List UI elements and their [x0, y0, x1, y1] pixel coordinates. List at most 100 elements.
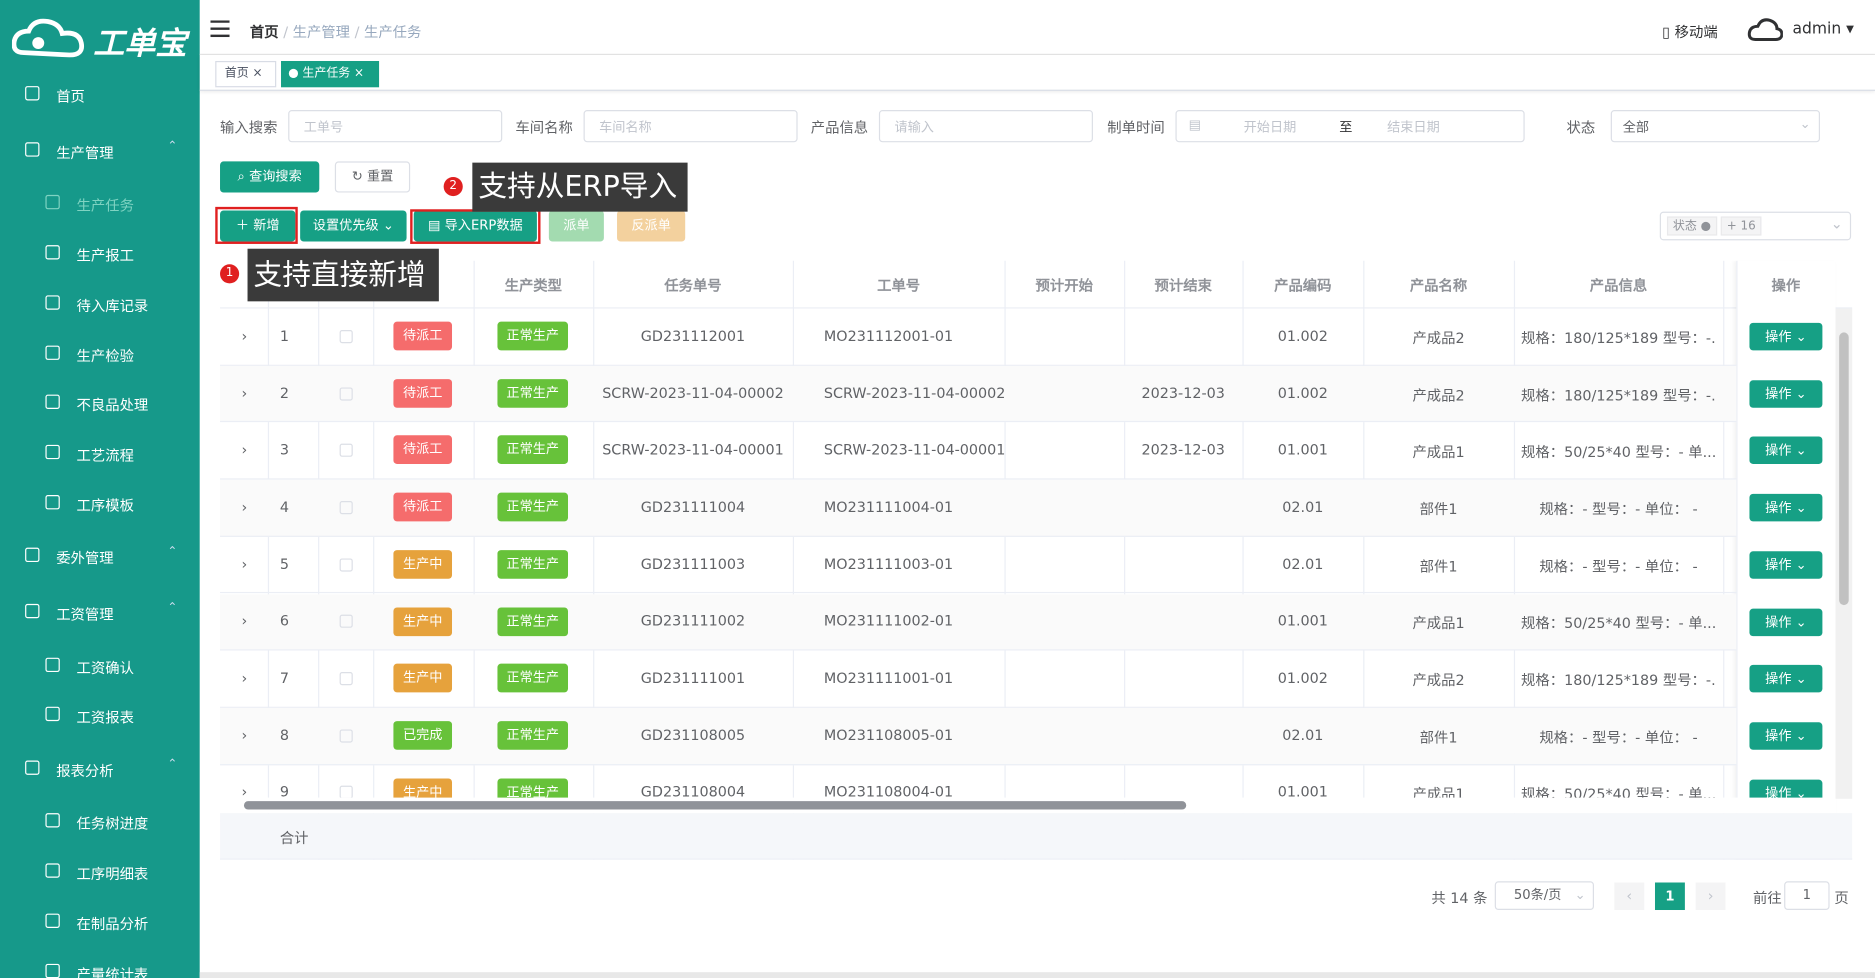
- expand-icon[interactable]: ›: [241, 498, 248, 516]
- row-checkbox[interactable]: [339, 443, 353, 458]
- menu-item[interactable]: 在制品分析: [76, 915, 149, 933]
- expand-icon[interactable]: ›: [241, 726, 248, 744]
- table-row[interactable]: [220, 651, 1737, 708]
- filter-input[interactable]: 工单号: [288, 110, 503, 143]
- menu-item[interactable]: 工序明细表: [76, 865, 149, 883]
- expand-icon[interactable]: ›: [241, 327, 248, 345]
- op-button[interactable]: 操作 ⌄: [1749, 493, 1823, 522]
- placeholder: 工单号: [303, 119, 344, 136]
- op-button[interactable]: 操作 ⌄: [1749, 379, 1823, 408]
- page-size-text: 50条/页: [1513, 887, 1562, 903]
- search-button[interactable]: ⌕ 查询搜索: [220, 161, 320, 193]
- h-scroll-thumb[interactable]: [243, 801, 1187, 810]
- type-tag: 正常生产: [497, 720, 569, 750]
- op-button[interactable]: 操作 ⌄: [1749, 436, 1823, 465]
- filter-input[interactable]: 全部 ⌄: [1610, 110, 1821, 143]
- expand-icon[interactable]: ›: [241, 384, 248, 402]
- menu-icon: [45, 863, 60, 878]
- type-tag: 正常生产: [497, 663, 569, 693]
- cell-wo: SCRW-2023-11-04-00002-01: [823, 384, 1005, 402]
- filter-input[interactable]: 请输入: [878, 110, 1093, 143]
- menu-icon: [45, 813, 60, 828]
- user-name[interactable]: admin ▾: [1792, 20, 1854, 39]
- column-divider: [593, 260, 595, 860]
- header: [199, 0, 1875, 56]
- row-index: 2: [279, 384, 289, 402]
- menu-item[interactable]: 生产检验: [76, 347, 134, 365]
- import-button[interactable]: ▤ 导入ERP数据: [413, 210, 537, 242]
- column-header: 工单号: [877, 277, 921, 295]
- tab[interactable]: 首页 ×: [215, 60, 277, 88]
- row-checkbox[interactable]: [339, 329, 353, 344]
- cell-info: 规格：- 型号：- 单位： -: [1539, 558, 1698, 575]
- op-button[interactable]: 操作 ⌄: [1749, 322, 1823, 351]
- page-number[interactable]: 1: [1654, 882, 1685, 911]
- menu-item[interactable]: 工序模板: [76, 497, 134, 515]
- menu-item[interactable]: 生产管理: [56, 144, 114, 162]
- filter-input[interactable]: 车间名称: [583, 110, 798, 143]
- op-button[interactable]: 操作 ⌄: [1749, 551, 1823, 579]
- menu-item[interactable]: 生产任务: [76, 197, 134, 215]
- filter-input[interactable]: ▤ 开始日期 至 结束日期: [1175, 110, 1525, 143]
- table-row[interactable]: [220, 309, 1737, 366]
- cell-info: 规格：- 型号：- 单位： -: [1539, 729, 1698, 746]
- row-checkbox[interactable]: [339, 558, 353, 572]
- menu-item[interactable]: 工资管理: [56, 606, 114, 624]
- expand-icon[interactable]: ›: [241, 612, 248, 630]
- table-row[interactable]: [220, 593, 1737, 651]
- hamburger[interactable]: [210, 20, 230, 38]
- op-button[interactable]: 操作 ⌄: [1749, 608, 1823, 636]
- menu-item[interactable]: 工艺流程: [76, 447, 134, 464]
- expand-icon[interactable]: ›: [241, 555, 248, 573]
- menu-icon: [45, 295, 60, 310]
- next-page[interactable]: ›: [1695, 882, 1726, 911]
- expand-icon[interactable]: ›: [241, 783, 248, 801]
- menu-item[interactable]: 生产报工: [76, 247, 134, 265]
- menu-arrow: ⌃: [167, 545, 178, 559]
- prev-page[interactable]: ‹: [1614, 882, 1645, 911]
- mobile-link[interactable]: ▯ 移动端: [1662, 23, 1718, 41]
- crumb[interactable]: 生产管理: [292, 23, 351, 41]
- menu-item[interactable]: 待入库记录: [76, 297, 149, 315]
- placeholder: 请输入: [894, 119, 934, 136]
- op-button[interactable]: 操作 ⌄: [1749, 665, 1823, 693]
- menu-item[interactable]: 首页: [56, 88, 85, 106]
- op-button[interactable]: 操作 ⌄: [1749, 722, 1823, 750]
- expand-icon[interactable]: ›: [241, 441, 248, 459]
- menu-item[interactable]: 工资确认: [76, 660, 134, 677]
- cell-task: SCRW-2023-11-04-00002: [602, 384, 784, 402]
- v-scroll-thumb[interactable]: [1839, 332, 1849, 606]
- cell-end: 2023-12-03: [1141, 441, 1225, 459]
- menu-item[interactable]: 任务树进度: [76, 815, 149, 833]
- tab-active[interactable]: ● 生产任务 ×: [281, 60, 380, 88]
- row-checkbox[interactable]: [339, 615, 353, 629]
- column-select[interactable]: 状态 ● + 16 ⌄: [1659, 211, 1852, 241]
- expand-icon[interactable]: ›: [241, 669, 248, 687]
- menu-item[interactable]: 工资报表: [76, 709, 134, 726]
- add-button[interactable]: ＋ 新增: [220, 210, 296, 242]
- cell-name: 产成品2: [1412, 329, 1465, 347]
- crumb[interactable]: 首页: [249, 23, 279, 41]
- crumb: 生产任务: [363, 23, 422, 41]
- row-checkbox[interactable]: [339, 729, 353, 743]
- menu-item[interactable]: 委外管理: [56, 550, 114, 567]
- column-divider: [267, 260, 270, 860]
- row-checkbox[interactable]: [339, 672, 353, 686]
- row-checkbox[interactable]: [339, 386, 353, 401]
- menu-item[interactable]: 报表分析: [56, 762, 114, 780]
- page-size[interactable]: 50条/页 ⌄: [1494, 881, 1595, 911]
- menu-item[interactable]: 产量统计表: [76, 966, 149, 978]
- cell-task: GD231112001: [640, 327, 746, 345]
- table-row[interactable]: [220, 537, 1737, 594]
- priority-button[interactable]: 设置优先级 ⌄: [300, 210, 407, 242]
- reset-button[interactable]: ↻ 重置: [334, 161, 411, 193]
- table-row[interactable]: [220, 707, 1737, 765]
- menu-item[interactable]: 不良品处理: [76, 397, 149, 414]
- column-divider: [1723, 260, 1725, 860]
- table-row[interactable]: [220, 365, 1737, 423]
- row-checkbox[interactable]: [339, 500, 353, 515]
- table-row[interactable]: [220, 423, 1737, 480]
- goto-input[interactable]: 1: [1784, 881, 1830, 911]
- table-row[interactable]: [220, 479, 1737, 537]
- avatar[interactable]: [1747, 17, 1783, 43]
